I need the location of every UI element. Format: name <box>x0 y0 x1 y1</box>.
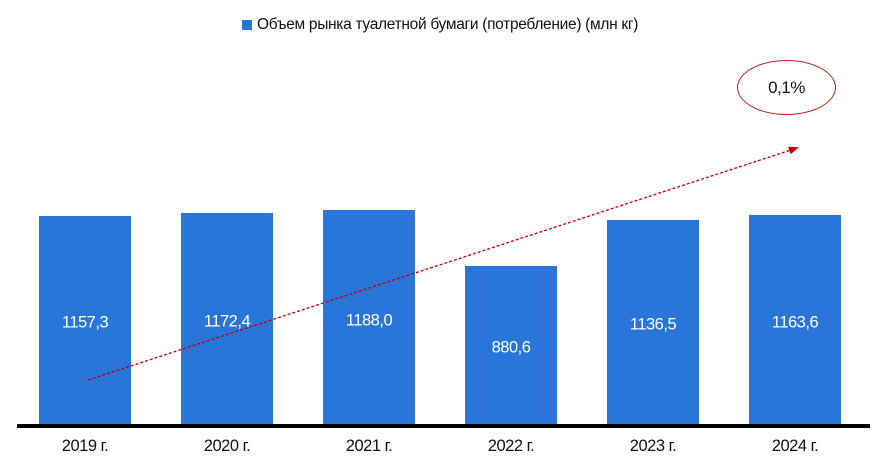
x-tick-label: 2020 г. <box>203 437 251 455</box>
data-label: 880,6 <box>491 338 531 357</box>
data-label: 1188,0 <box>345 311 393 330</box>
x-axis-line <box>17 424 870 428</box>
x-tick-label: 2024 г. <box>771 437 819 455</box>
x-tick-label: 2019 г. <box>61 437 109 455</box>
legend: Объем рынка туалетной бумаги (потреблени… <box>242 16 638 34</box>
data-label: 1172,4 <box>203 312 251 331</box>
x-tick-label: 2023 г. <box>629 437 677 455</box>
data-label: 1157,3 <box>61 313 109 332</box>
growth-callout-text: 0,1% <box>768 77 805 97</box>
data-label: 1163,6 <box>771 313 819 332</box>
legend-swatch <box>242 20 252 30</box>
x-tick-label: 2021 г. <box>345 437 393 455</box>
data-label: 1136,5 <box>629 315 677 334</box>
legend-label: Объем рынка туалетной бумаги (потреблени… <box>257 16 639 33</box>
x-tick-label: 2022 г. <box>487 437 535 455</box>
growth-callout: 0,1% <box>737 60 836 115</box>
